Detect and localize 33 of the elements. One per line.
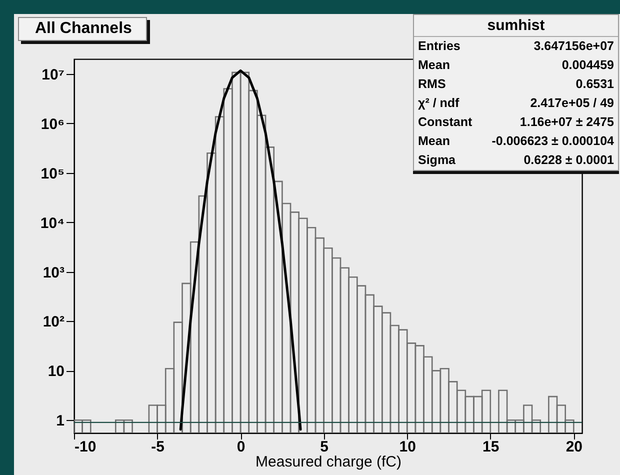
annotation: Mean [418,134,450,148]
line-series [179,69,302,431]
x-tick-label: 20 [566,438,583,456]
chart-title: All Channels [18,17,147,41]
x-tick-label: -5 [151,438,164,456]
annotation: 0.6531 [576,77,614,91]
text: Entries [418,39,460,53]
y-tick-label: 10⁶ [40,116,64,133]
annotation: Mean [418,58,450,72]
annotation: Sigma [418,153,456,167]
x-tick-label: -10 [74,438,96,456]
annotation: RMS [418,77,446,91]
y-tick-label: 10⁵ [40,165,64,182]
x-axis-title: Measured charge (fC) [256,454,402,470]
text: sumhist [414,15,618,37]
annotation: Constant [418,115,472,129]
x-tick-label: 5 [320,438,329,456]
y-tick-label: 10³ [42,264,64,282]
annotation: -0.006623 ± 0.000104 [492,134,614,148]
x-tick-label: 0 [236,438,246,456]
y-tick-label: 10 [48,363,64,380]
annotation: 0.004459 [562,58,614,72]
x-tick-label: 10 [399,438,416,456]
y-tick-label: 10² [42,314,64,331]
annotation: 1.16e+07 ± 2475 [520,115,614,129]
y-tick-label: 1 [56,412,64,430]
x-tick-label: 15 [482,438,500,456]
annotation: χ² / ndf [418,96,460,110]
y-tick-label: 10⁷ [42,66,64,84]
text: 3.647156e+07 [534,39,614,53]
annotation: 2.417e+05 / 49 [530,96,614,110]
y-tick-label: 10⁴ [40,214,64,232]
annotation: 0.6228 ± 0.0001 [524,153,614,167]
